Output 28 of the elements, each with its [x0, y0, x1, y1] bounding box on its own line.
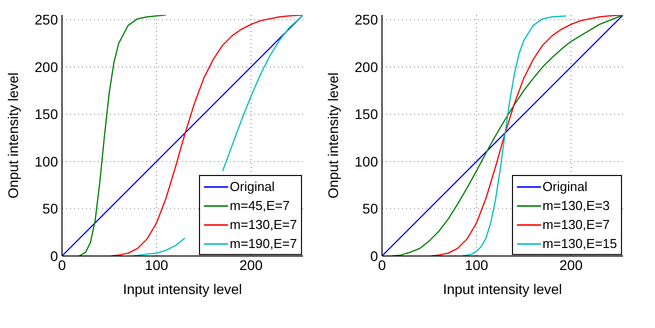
x-axis-title: Input intensity level — [442, 281, 562, 297]
legend-label: Original — [542, 179, 588, 194]
y-tick-label: 100 — [34, 153, 58, 170]
y-tick-label: 50 — [42, 200, 58, 217]
y-axis-title: Onput intensity level — [4, 72, 21, 199]
y-tick-label: 200 — [34, 58, 58, 75]
y-tick-label: 50 — [362, 200, 378, 217]
x-tick-label: 200 — [239, 256, 263, 273]
legend-label: m=190,E=7 — [230, 236, 297, 251]
legend-label: m=130,E=3 — [542, 198, 610, 213]
legend-label: Original — [230, 179, 275, 194]
x-axis-title: Input intensity level — [122, 281, 242, 297]
y-tick-label: 250 — [354, 12, 378, 28]
legend-label: m=130,E=7 — [230, 217, 297, 232]
x-tick-label: 200 — [559, 256, 583, 273]
y-tick-label: 250 — [34, 12, 58, 28]
legend-label: m=130,E=15 — [542, 236, 617, 251]
x-tick-label: 100 — [144, 256, 168, 273]
y-tick-label: 100 — [354, 153, 378, 170]
y-tick-label: 150 — [34, 106, 58, 122]
y-tick-label: 150 — [354, 106, 378, 122]
legend-label: m=45,E=7 — [230, 198, 290, 213]
legend-label: m=130,E=7 — [542, 217, 610, 232]
line-series — [78, 15, 167, 256]
line-series — [430, 15, 623, 256]
y-tick-label: 200 — [354, 58, 378, 75]
x-tick-label: 100 — [464, 256, 488, 273]
y-axis-title: Onput intensity level — [324, 72, 341, 199]
